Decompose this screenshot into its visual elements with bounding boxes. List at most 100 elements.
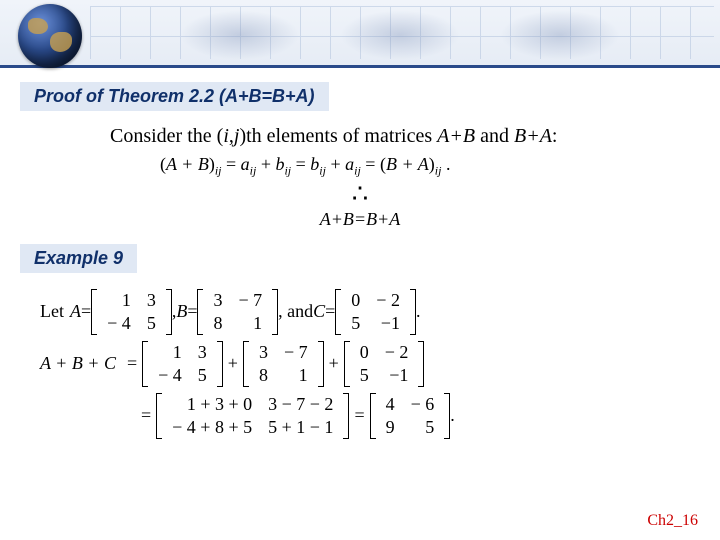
sub-ij: ij [319, 164, 326, 178]
text: : [552, 125, 558, 147]
matrix-B: 3− 781 [243, 341, 324, 387]
cell: 8 [205, 312, 230, 335]
expr: A + B [166, 154, 209, 174]
var-a: a [241, 154, 250, 174]
cell: −1 [368, 312, 408, 335]
therefore-block: ∴ A+B=B+A [0, 181, 720, 230]
bracket-right [343, 393, 349, 439]
bracket-left [243, 341, 249, 387]
cell: 1 + 3 + 0 [164, 393, 260, 416]
bracket-right [318, 341, 324, 387]
cell: 9 [378, 416, 403, 439]
text: )th elements of matrices [239, 125, 437, 147]
var-B: B [176, 301, 187, 322]
matrix-step: 1 + 3 + 03 − 7 − 2− 4 + 8 + 55 + 1 − 1 [156, 393, 349, 439]
bracket-left [370, 393, 376, 439]
cell: 5 [352, 364, 377, 387]
cell: 5 + 1 − 1 [260, 416, 341, 439]
cell: 8 [251, 364, 276, 387]
cell: 3 [251, 341, 276, 364]
matrix-result: 4− 695 [370, 393, 451, 439]
cell: − 7 [230, 289, 270, 312]
cell: 3 [190, 341, 215, 364]
eq: = [325, 301, 335, 322]
op-eq: = [296, 154, 311, 174]
proof-intro: Consider the (i,j)th elements of matrice… [110, 125, 720, 148]
bracket-right [217, 341, 223, 387]
and-text: , and [278, 301, 313, 322]
op-eq: = ( [365, 154, 386, 174]
var-a: a [345, 154, 354, 174]
period: . [416, 301, 421, 322]
period: . [441, 154, 450, 174]
cell: 5 [403, 416, 443, 439]
cell: − 7 [276, 341, 316, 364]
proof-equation: (A + B)ij = aij + bij = bij + aij = (B +… [160, 154, 720, 179]
map-silhouette [340, 10, 460, 60]
cell: 3 − 7 − 2 [260, 393, 341, 416]
op-eq: = [354, 405, 364, 426]
sub-ij: ij [284, 164, 291, 178]
matrix-C: 0− 25−1 [344, 341, 425, 387]
sub-ij: ij [215, 164, 222, 178]
op-plus: + [329, 353, 339, 374]
proof-heading: Proof of Theorem 2.2 (A+B=B+A) [20, 82, 329, 111]
op-eq: = [141, 405, 151, 426]
cell: − 6 [403, 393, 443, 416]
var-b: b [310, 154, 319, 174]
bracket-left [91, 289, 97, 335]
eq: = [81, 301, 91, 322]
cell: 1 [99, 289, 139, 312]
let-row: Let A = 13− 45 , B = 3− 781 , and C = 0−… [40, 289, 720, 335]
var-A: A [70, 301, 81, 322]
expr-BplusA: B+A [514, 125, 552, 147]
cell: 3 [139, 289, 164, 312]
sum-row-2: = 1 + 3 + 03 − 7 − 2− 4 + 8 + 55 + 1 − 1… [136, 393, 720, 439]
matrix-B: 3− 781 [197, 289, 278, 335]
cell: 5 [190, 364, 215, 387]
cell: 4 [378, 393, 403, 416]
op-eq: = [226, 154, 241, 174]
map-silhouette [180, 10, 300, 60]
cell: −1 [377, 364, 417, 387]
cell: 1 [276, 364, 316, 387]
cell: − 4 + 8 + 5 [164, 416, 260, 439]
cell: 5 [343, 312, 368, 335]
sub-ij: ij [250, 164, 257, 178]
globe-icon [18, 4, 82, 68]
bracket-left [197, 289, 203, 335]
bracket-left [335, 289, 341, 335]
var-C: C [313, 301, 325, 322]
let-text: Let [40, 301, 64, 322]
op-plus: + [330, 154, 345, 174]
bracket-right [418, 341, 424, 387]
eq: = [187, 301, 197, 322]
expr-AplusB: A+B [437, 125, 475, 147]
sub-ij: ij [354, 164, 361, 178]
cell: 0 [352, 341, 377, 364]
bracket-left [344, 341, 350, 387]
cell: − 4 [99, 312, 139, 335]
slide-number: Ch2_16 [647, 512, 698, 530]
expr: B + A [386, 154, 429, 174]
cell: 3 [205, 289, 230, 312]
sum-row-1: A + B + C = 13− 45 + 3− 781 + 0− 25−1 [40, 341, 720, 387]
matrix-A: 13− 45 [142, 341, 223, 387]
proof-conclusion: A+B=B+A [0, 209, 720, 230]
period: . [450, 405, 455, 426]
header-band [0, 0, 720, 68]
bracket-left [156, 393, 162, 439]
bracket-left [142, 341, 148, 387]
therefore-symbol: ∴ [0, 181, 720, 207]
cell: − 4 [150, 364, 190, 387]
op-plus: + [228, 353, 238, 374]
cell: 1 [150, 341, 190, 364]
text: Consider the ( [110, 125, 223, 147]
text: and [475, 125, 514, 147]
op-plus: + [261, 154, 276, 174]
example-body: Let A = 13− 45 , B = 3− 781 , and C = 0−… [40, 289, 720, 439]
op-eq: = [127, 353, 137, 374]
cell: 0 [343, 289, 368, 312]
example-heading: Example 9 [20, 244, 137, 273]
sum-label: A + B + C [40, 353, 116, 374]
